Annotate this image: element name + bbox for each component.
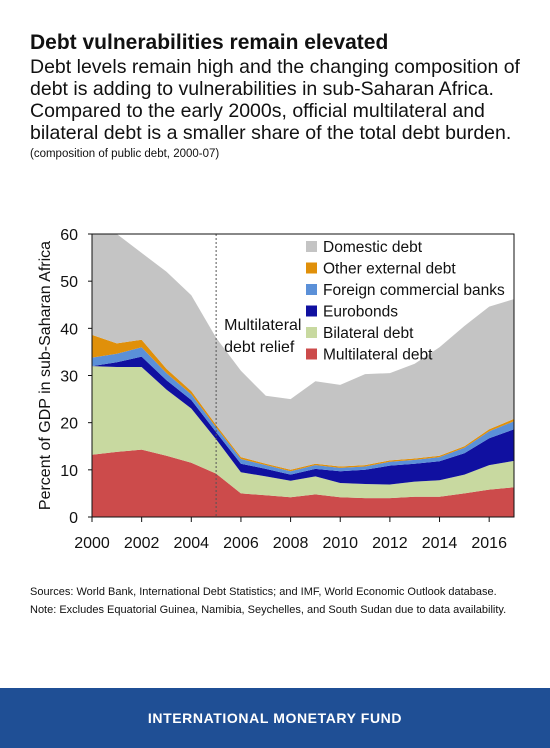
x-tick-label: 2014: [422, 535, 458, 552]
area-bilateral-debt: [92, 366, 514, 499]
area-multilateral-debt: [92, 449, 514, 517]
legend-swatch-foreign-commercial-banks: [306, 284, 317, 295]
footer-banner: INTERNATIONAL MONETARY FUND: [0, 688, 550, 748]
header: Debt vulnerabilities remain elevated Deb…: [30, 30, 530, 162]
data-note: Note: Excludes Equatorial Guinea, Namibi…: [30, 604, 507, 616]
x-tick-label: 2002: [124, 535, 160, 552]
area-other-external-debt: [92, 334, 514, 472]
debt-relief-annotation: debt relief: [224, 339, 295, 356]
area-layers: [92, 234, 514, 517]
area-domestic-debt: [92, 234, 514, 470]
legend-label-foreign-commercial-banks: Foreign commercial banks: [323, 282, 505, 299]
y-axis-label: Percent of GDP in sub-Saharan Africa: [37, 241, 54, 510]
legend-swatch-bilateral-debt: [306, 327, 317, 338]
x-tick-label: 2008: [273, 535, 309, 552]
x-tick-label: 2016: [471, 535, 507, 552]
sources-note: Sources: World Bank, International Debt …: [30, 586, 497, 598]
chart-subtitle: Debt levels remain high and the changing…: [30, 56, 520, 144]
legend-swatch-eurobonds: [306, 305, 317, 317]
footer-notes: Sources: World Bank, International Debt …: [30, 583, 510, 619]
legend-label-eurobonds: Eurobonds: [323, 304, 398, 321]
legend-label-domestic-debt: Domestic debt: [323, 239, 423, 256]
x-tick-label: 2012: [372, 535, 408, 552]
y-tick-label: 10: [60, 463, 78, 480]
x-tick-label: 2000: [74, 535, 110, 552]
legend-swatch-domestic-debt: [306, 241, 317, 252]
debt-relief-annotation: Multilateral: [224, 317, 301, 334]
y-tick-label: 30: [60, 369, 78, 386]
y-tick-label: 0: [69, 510, 78, 527]
org-name: INTERNATIONAL MONETARY FUND: [147, 710, 403, 726]
x-tick-label: 2004: [173, 535, 209, 552]
chart-caption: (composition of public debt, 2000-07): [30, 148, 220, 160]
x-tick-label: 2010: [322, 535, 358, 552]
legend-label-other-external-debt: Other external debt: [323, 261, 456, 278]
x-tick-label: 2006: [223, 535, 259, 552]
area-eurobonds: [92, 356, 514, 485]
y-tick-label: 50: [60, 274, 78, 291]
y-tick-label: 40: [60, 321, 78, 338]
stacked-area-chart: 0 10 20 30 40 50 60 2000 2002 2004 2006 2008 2010 201…: [37, 227, 515, 552]
legend-label-bilateral-debt: Bilateral debt: [323, 325, 414, 342]
y-tick-label: 60: [60, 227, 78, 244]
legend-swatch-multilateral-debt: [306, 348, 317, 360]
legend-label-multilateral-debt: Multilateral debt: [323, 347, 433, 364]
chart-title: Debt vulnerabilities remain elevated: [30, 31, 389, 54]
legend-swatch-other-external-debt: [306, 262, 317, 274]
y-tick-label: 20: [60, 416, 78, 433]
